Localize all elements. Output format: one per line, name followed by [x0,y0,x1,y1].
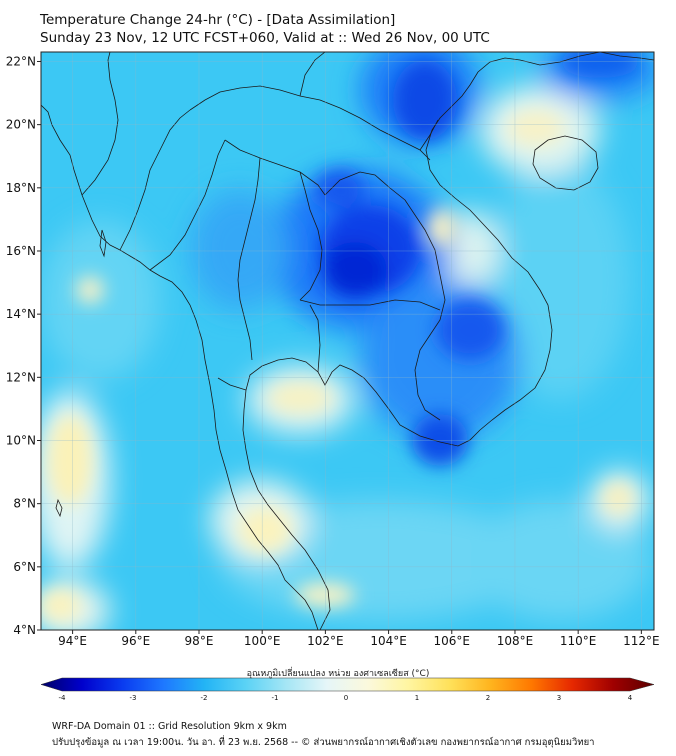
colorbar-tick-label: -1 [272,694,279,702]
coastlines-and-borders [41,52,654,630]
map-title: Temperature Change 24-hr (°C) - [Data As… [40,12,396,28]
longitude-tick-label: 106°E [434,634,471,648]
colorbar-tick-label: 4 [628,694,633,702]
footer-model-info: WRF-DA Domain 01 :: Grid Resolution 9km … [52,721,287,732]
longitude-tick-label: 96°E [121,634,150,648]
colorbar-tick-label: -2 [201,694,208,702]
graticule [41,52,654,631]
latitude-tick-label: 4°N [13,623,36,637]
longitude-tick-label: 102°E [307,634,344,648]
longitude-tick-label: 112°E [623,634,660,648]
temperature-field [41,52,654,630]
longitude-tick-label: 110°E [560,634,597,648]
latitude-tick-label: 8°N [13,497,36,511]
colorbar-tick-label: 3 [557,694,561,702]
latitude-tick-label: 10°N [6,433,36,447]
latitude-tick-label: 12°N [6,370,36,384]
map-frame [40,51,655,631]
colorbar-tick-label: 0 [344,694,348,702]
latitude-tick-label: 14°N [6,307,36,321]
latitude-labels: 4°N 6°N 8°N 10°N 12°N 14°N 16°N 18°N 20°N 22°N [6,54,41,637]
colorbar-ticks: -4 -3 -2 -1 0 1 2 3 4 [59,694,633,702]
colorbar-tick-label: -4 [59,694,67,702]
longitude-tick-label: 94°E [58,634,87,648]
latitude-tick-label: 6°N [13,560,36,574]
longitude-tick-label: 104°E [370,634,407,648]
longitude-tick-label: 100°E [244,634,281,648]
longitude-tick-label: 98°E [185,634,214,648]
footer-credit: ปรับปรุงข้อมูล ณ เวลา 19:00น. วัน อา. ที… [52,737,595,748]
latitude-tick-label: 22°N [6,54,36,68]
latitude-tick-label: 20°N [6,118,36,132]
colorbar-tick-label: 2 [486,694,490,702]
latitude-tick-label: 18°N [6,181,36,195]
map-subtitle: Sunday 23 Nov, 12 UTC FCST+060, Valid at… [40,30,490,46]
longitude-labels: 94°E 96°E 98°E 100°E 102°E 104°E 106°E 108°E 110… [58,630,660,648]
longitude-tick-label: 108°E [497,634,534,648]
colorbar-title: อุณหภูมิเปลี่ยนแปลง หน่วย องศาเซลเซียส (… [246,669,430,679]
latitude-tick-label: 16°N [6,244,36,258]
colorbar-tick-label: 1 [415,694,419,702]
colorbar: -4 -3 -2 -1 0 1 2 3 4 [40,677,655,702]
colorbar-tick-label: -3 [130,694,137,702]
